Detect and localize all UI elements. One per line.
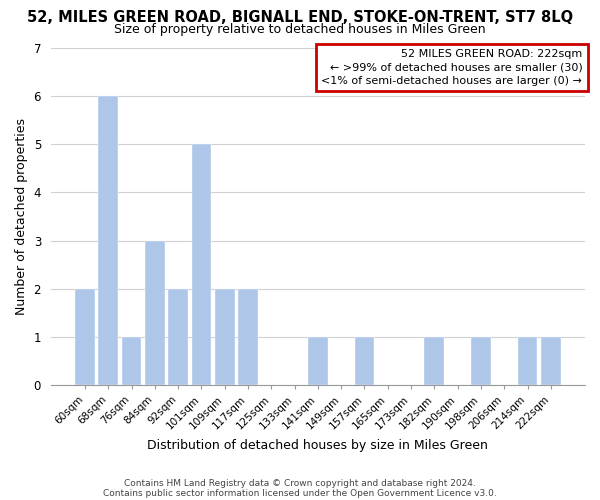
Text: 52, MILES GREEN ROAD, BIGNALL END, STOKE-ON-TRENT, ST7 8LQ: 52, MILES GREEN ROAD, BIGNALL END, STOKE… [27, 10, 573, 25]
Text: Contains HM Land Registry data © Crown copyright and database right 2024.: Contains HM Land Registry data © Crown c… [124, 478, 476, 488]
Bar [541, 337, 561, 386]
Text: 52 MILES GREEN ROAD: 222sqm
← >99% of detached houses are smaller (30)
<1% of se: 52 MILES GREEN ROAD: 222sqm ← >99% of de… [322, 49, 583, 86]
Bar [191, 144, 211, 386]
Bar [145, 240, 165, 386]
Bar [122, 337, 142, 386]
Bar [98, 96, 118, 386]
Bar [168, 289, 188, 386]
X-axis label: Distribution of detached houses by size in Miles Green: Distribution of detached houses by size … [148, 440, 488, 452]
Bar [75, 289, 95, 386]
Text: Size of property relative to detached houses in Miles Green: Size of property relative to detached ho… [114, 22, 486, 36]
Y-axis label: Number of detached properties: Number of detached properties [15, 118, 28, 315]
Bar [471, 337, 491, 386]
Bar [518, 337, 538, 386]
Bar [424, 337, 444, 386]
Bar [355, 337, 374, 386]
Bar [308, 337, 328, 386]
Bar [238, 289, 258, 386]
Text: Contains public sector information licensed under the Open Government Licence v3: Contains public sector information licen… [103, 488, 497, 498]
Bar [215, 289, 235, 386]
